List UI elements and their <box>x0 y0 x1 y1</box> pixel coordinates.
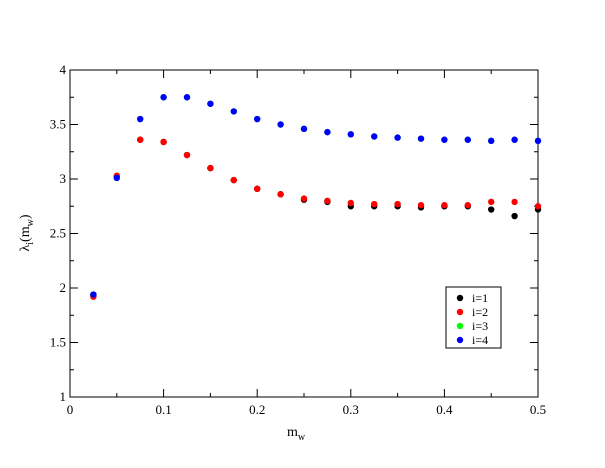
series-1 <box>90 136 542 299</box>
data-point <box>137 136 144 143</box>
data-point <box>207 100 214 107</box>
data-point <box>324 197 331 204</box>
data-point <box>324 128 331 136</box>
data-point <box>277 121 284 128</box>
x-tick-label: 0 <box>67 402 74 417</box>
y-tick-label: 2.5 <box>50 226 66 241</box>
legend-label: i=1 <box>472 291 488 305</box>
legend-label: i=4 <box>472 333 488 347</box>
legend: i=1i=2i=3i=4 <box>445 286 502 349</box>
data-point <box>160 94 167 101</box>
data-point <box>464 136 471 143</box>
y-tick-label: 1.5 <box>50 335 66 350</box>
x-tick-label: 0.1 <box>155 402 171 417</box>
legend-label: i=3 <box>472 319 488 333</box>
data-point <box>230 108 237 115</box>
data-point <box>417 201 425 209</box>
data-point <box>347 131 354 138</box>
y-axis-label: λi(mw) <box>18 214 36 251</box>
data-point <box>534 137 542 145</box>
data-point <box>417 135 425 142</box>
data-point <box>90 291 97 298</box>
y-tick-label: 1 <box>60 389 67 404</box>
y-tick-label: 4 <box>60 62 67 77</box>
legend-marker <box>456 336 464 344</box>
data-point <box>254 115 261 123</box>
y-tick-label: 3 <box>60 171 67 186</box>
data-point <box>113 174 121 182</box>
data-point <box>488 206 495 213</box>
data-point <box>441 201 448 209</box>
legend-marker <box>456 308 464 316</box>
data-point <box>254 185 261 193</box>
data-point <box>207 164 214 172</box>
y-tick-label: 2 <box>60 280 67 295</box>
data-point <box>488 137 495 145</box>
data-point <box>511 212 518 220</box>
data-point <box>300 195 308 202</box>
data-point <box>464 201 471 209</box>
x-tick-label: 0.3 <box>343 402 359 417</box>
data-point <box>511 198 518 206</box>
data-point <box>534 203 542 210</box>
series-4 <box>90 94 542 298</box>
data-point <box>371 200 378 208</box>
legend-marker <box>456 322 464 330</box>
series-2 <box>90 136 542 300</box>
data-point <box>511 136 518 143</box>
data-point <box>394 134 401 141</box>
legend-marker <box>456 294 464 302</box>
data-point <box>441 136 448 143</box>
x-tick-label: 0.5 <box>530 402 546 417</box>
axis-ticks: 0 0.1 0.2 0.3 0.4 0.5 1 1.5 2 2.5 3 3.5 4 <box>50 62 546 417</box>
data-point <box>347 199 354 207</box>
data-point <box>277 191 284 198</box>
legend-items: i=1i=2i=3i=4 <box>456 291 488 347</box>
data-point <box>183 151 191 159</box>
x-axis-label: mw <box>287 425 306 443</box>
x-tick-label: 0.2 <box>249 402 265 417</box>
legend-label: i=2 <box>472 305 488 319</box>
data-point <box>394 200 401 208</box>
x-tick-label: 0.4 <box>436 402 453 417</box>
y-tick-label: 3.5 <box>50 117 66 132</box>
data-point <box>488 198 495 206</box>
series-3 <box>90 94 542 298</box>
data-point <box>230 176 237 184</box>
data-point <box>160 138 167 146</box>
data-point <box>371 133 378 140</box>
data-points <box>90 94 542 300</box>
data-point <box>137 115 144 123</box>
legend-box <box>445 286 502 349</box>
data-point <box>300 125 308 133</box>
data-point <box>183 94 191 101</box>
